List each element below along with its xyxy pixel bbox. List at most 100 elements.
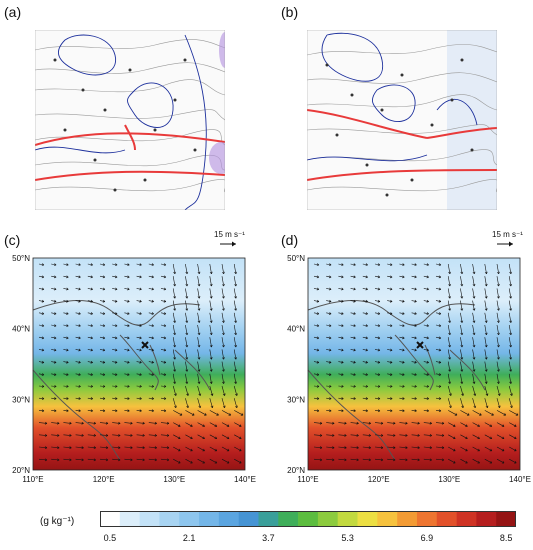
wind-vector [148, 361, 154, 363]
wind-vector [350, 361, 356, 363]
wind-vector [185, 276, 188, 287]
wind-vector-head [485, 405, 489, 409]
wind-moisture-map-c: 20°N 30°N 40°N 50°N 110°E 120°E 130°E 140°E [12, 254, 256, 484]
wind-vector-head [341, 299, 344, 303]
wind-vector [51, 300, 57, 302]
wind-vector-head [90, 312, 93, 315]
wind-vector-head [426, 348, 429, 352]
wind-vector [38, 422, 47, 424]
wind-vector [496, 398, 500, 408]
wind-vector-head [222, 344, 225, 348]
wind-vector-head [130, 446, 133, 450]
wind-vector-head [402, 384, 405, 388]
wind-vector-head [78, 384, 81, 388]
wind-vector [185, 324, 188, 335]
wind-vector [460, 288, 463, 299]
wind-vector-head [429, 446, 432, 450]
wind-vector-head [465, 436, 468, 440]
wind-vector [234, 422, 242, 427]
wind-vector-head [497, 405, 501, 409]
wind-vector [197, 324, 200, 335]
wind-vector [374, 422, 383, 424]
wind-vector-head [319, 421, 323, 425]
wind-vector [484, 373, 487, 384]
wind-vector-head [484, 308, 488, 311]
wind-vector [160, 300, 166, 302]
wind-vector-head [472, 296, 476, 299]
wind-vector [496, 361, 499, 372]
wind-vector [172, 263, 176, 274]
reference-vector-arrow-d [497, 241, 513, 247]
frontal-lines [307, 109, 497, 181]
wind-vector [472, 276, 475, 287]
wind-vector [221, 410, 231, 416]
wind-vector-head [151, 324, 154, 328]
wind-vector-head [414, 275, 417, 279]
wind-vector [374, 275, 380, 278]
wind-vector-head [438, 384, 442, 388]
wind-vector-head [127, 336, 130, 340]
wind-vector [447, 385, 452, 396]
panel-label-c: (c) [4, 232, 21, 248]
wind-vector-head [332, 458, 335, 462]
wind-vector-head [426, 263, 429, 267]
wind-vector [197, 349, 200, 360]
wind-vector [234, 410, 244, 416]
wind-vector-head [163, 384, 167, 388]
wind-vector-head [127, 348, 130, 352]
colorbar-segment [119, 511, 140, 527]
wind-vector [209, 312, 212, 323]
wind-vector [185, 312, 188, 323]
wind-vector-head [234, 320, 237, 323]
wind-vector [362, 422, 371, 424]
wind-vector-head [127, 287, 130, 291]
wind-vector [508, 361, 512, 372]
wind-vector [63, 422, 72, 424]
wind-vectors [38, 263, 244, 464]
wind-vector [221, 263, 224, 274]
wind-vector-head [341, 409, 344, 413]
wind-vector-head [441, 458, 445, 462]
wind-vector [447, 312, 451, 323]
wind-vector-head [368, 446, 371, 450]
wind-vector [326, 349, 332, 351]
wind-vector-head [368, 458, 371, 462]
wind-vector-head [151, 397, 154, 400]
wind-vector-head [389, 348, 393, 352]
wind-vector-head [377, 312, 381, 315]
wind-vector-head [461, 393, 464, 396]
wind-vector-head [393, 446, 396, 450]
wind-vector [508, 276, 512, 287]
wind-vector [472, 458, 480, 464]
wind-vector-head [90, 360, 93, 364]
wind-vector-head [66, 287, 69, 291]
wind-vector-head [429, 458, 432, 462]
wind-vector-head [438, 348, 442, 352]
wind-vector [87, 373, 93, 376]
wind-vector [63, 458, 72, 461]
wind-vector-head [190, 460, 193, 464]
wind-vector-head [174, 393, 177, 396]
wind-vector-head [484, 369, 488, 372]
wind-vector-head [414, 299, 417, 303]
wind-vector [51, 312, 57, 315]
wind-vector [508, 398, 513, 408]
wind-vector [112, 458, 121, 461]
wind-vector-head [222, 381, 225, 384]
panel-label-b: (b) [281, 4, 299, 20]
wind-vector [423, 263, 429, 266]
wind-vector [124, 300, 130, 302]
wind-vector [221, 373, 224, 384]
wind-vector-head [365, 360, 368, 364]
wind-vector-head [66, 275, 69, 279]
wind-vector-head [328, 324, 332, 328]
lat-tick-label: 50°N [12, 254, 30, 263]
wind-vector [63, 275, 69, 278]
wind-vector-head [66, 409, 69, 413]
wind-vector [124, 275, 130, 278]
lat-tick-labels: 20°N 30°N 40°N 50°N [12, 254, 30, 475]
wind-vector [387, 446, 396, 449]
colorbar-segment [436, 511, 457, 527]
wind-vector-head [44, 434, 48, 437]
wind-vector-head [118, 458, 121, 462]
